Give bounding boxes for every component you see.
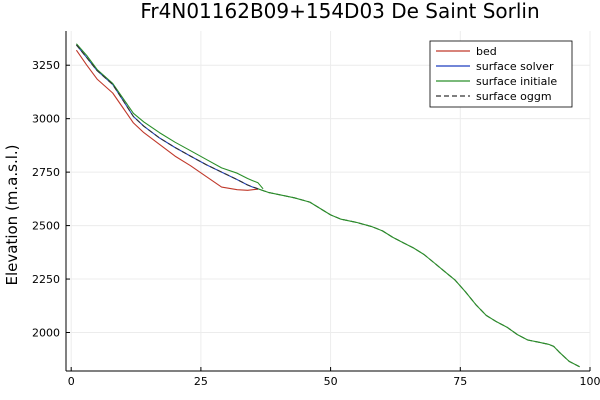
legend-label: surface solver — [476, 60, 554, 73]
x-tick-label: 100 — [580, 375, 600, 388]
y-tick-label: 2500 — [32, 220, 60, 233]
series-line-surface-initiale — [75, 43, 264, 190]
x-tick-label: 75 — [453, 375, 467, 388]
chart-title: Fr4N01162B09+154D03 De Saint Sorlin — [140, 0, 539, 23]
y-tick-label: 3000 — [32, 113, 60, 126]
y-tick-label: 3250 — [32, 59, 60, 72]
series-lines — [75, 43, 580, 368]
series-line-bed — [75, 49, 259, 191]
series-line-surface-solver — [75, 44, 259, 190]
series-line-unnamed-4 — [257, 188, 580, 368]
axes: 0 25 50 75 100 2000 2250 2500 2750 3000 3250 — [32, 31, 600, 388]
y-axis-label: Elevation (m.a.s.l.) — [3, 144, 21, 285]
x-tick-label: 25 — [194, 375, 208, 388]
x-tick-label: 50 — [324, 375, 338, 388]
legend-label: bed — [476, 45, 497, 58]
y-tick-label: 2250 — [32, 273, 60, 286]
grid — [66, 31, 591, 371]
y-tick-label: 2000 — [32, 327, 60, 340]
x-tick-label: 0 — [68, 375, 75, 388]
legend: bed surface solver surface initiale surface… — [429, 40, 573, 108]
y-tick-label: 2750 — [32, 166, 60, 179]
legend-label: surface initiale — [476, 75, 557, 88]
legend-label: surface oggm — [476, 90, 552, 103]
